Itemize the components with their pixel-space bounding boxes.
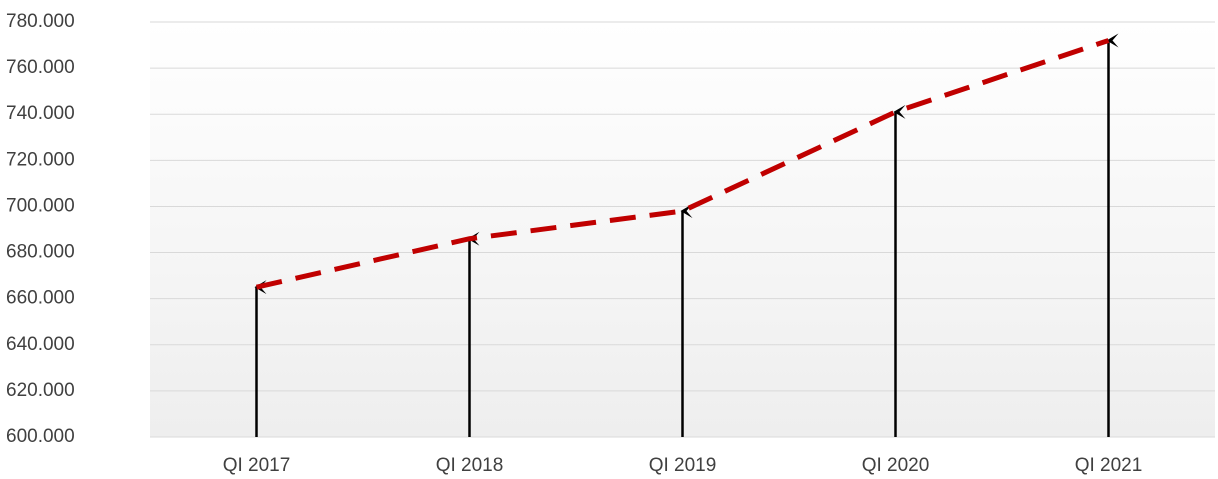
y-tick-label: 760.000 <box>6 57 75 78</box>
x-tick-label: QI 2020 <box>862 455 930 476</box>
trend-line <box>255 38 1110 290</box>
y-tick-label: 740.000 <box>6 103 75 124</box>
y-tick-label: 780.000 <box>6 11 75 32</box>
x-tick-label: QI 2018 <box>436 455 504 476</box>
y-tick-label: 640.000 <box>6 334 75 355</box>
y-tick-label: 700.000 <box>6 195 75 216</box>
y-tick-label: 620.000 <box>6 380 75 401</box>
x-tick-label: QI 2017 <box>223 455 291 476</box>
y-tick-label: 660.000 <box>6 288 75 309</box>
y-tick-label: 600.000 <box>6 426 75 447</box>
y-tick-label: 680.000 <box>6 242 75 263</box>
y-tick-label: 720.000 <box>6 149 75 170</box>
x-tick-label: QI 2019 <box>649 455 717 476</box>
x-tick-label: QI 2021 <box>1075 455 1143 476</box>
